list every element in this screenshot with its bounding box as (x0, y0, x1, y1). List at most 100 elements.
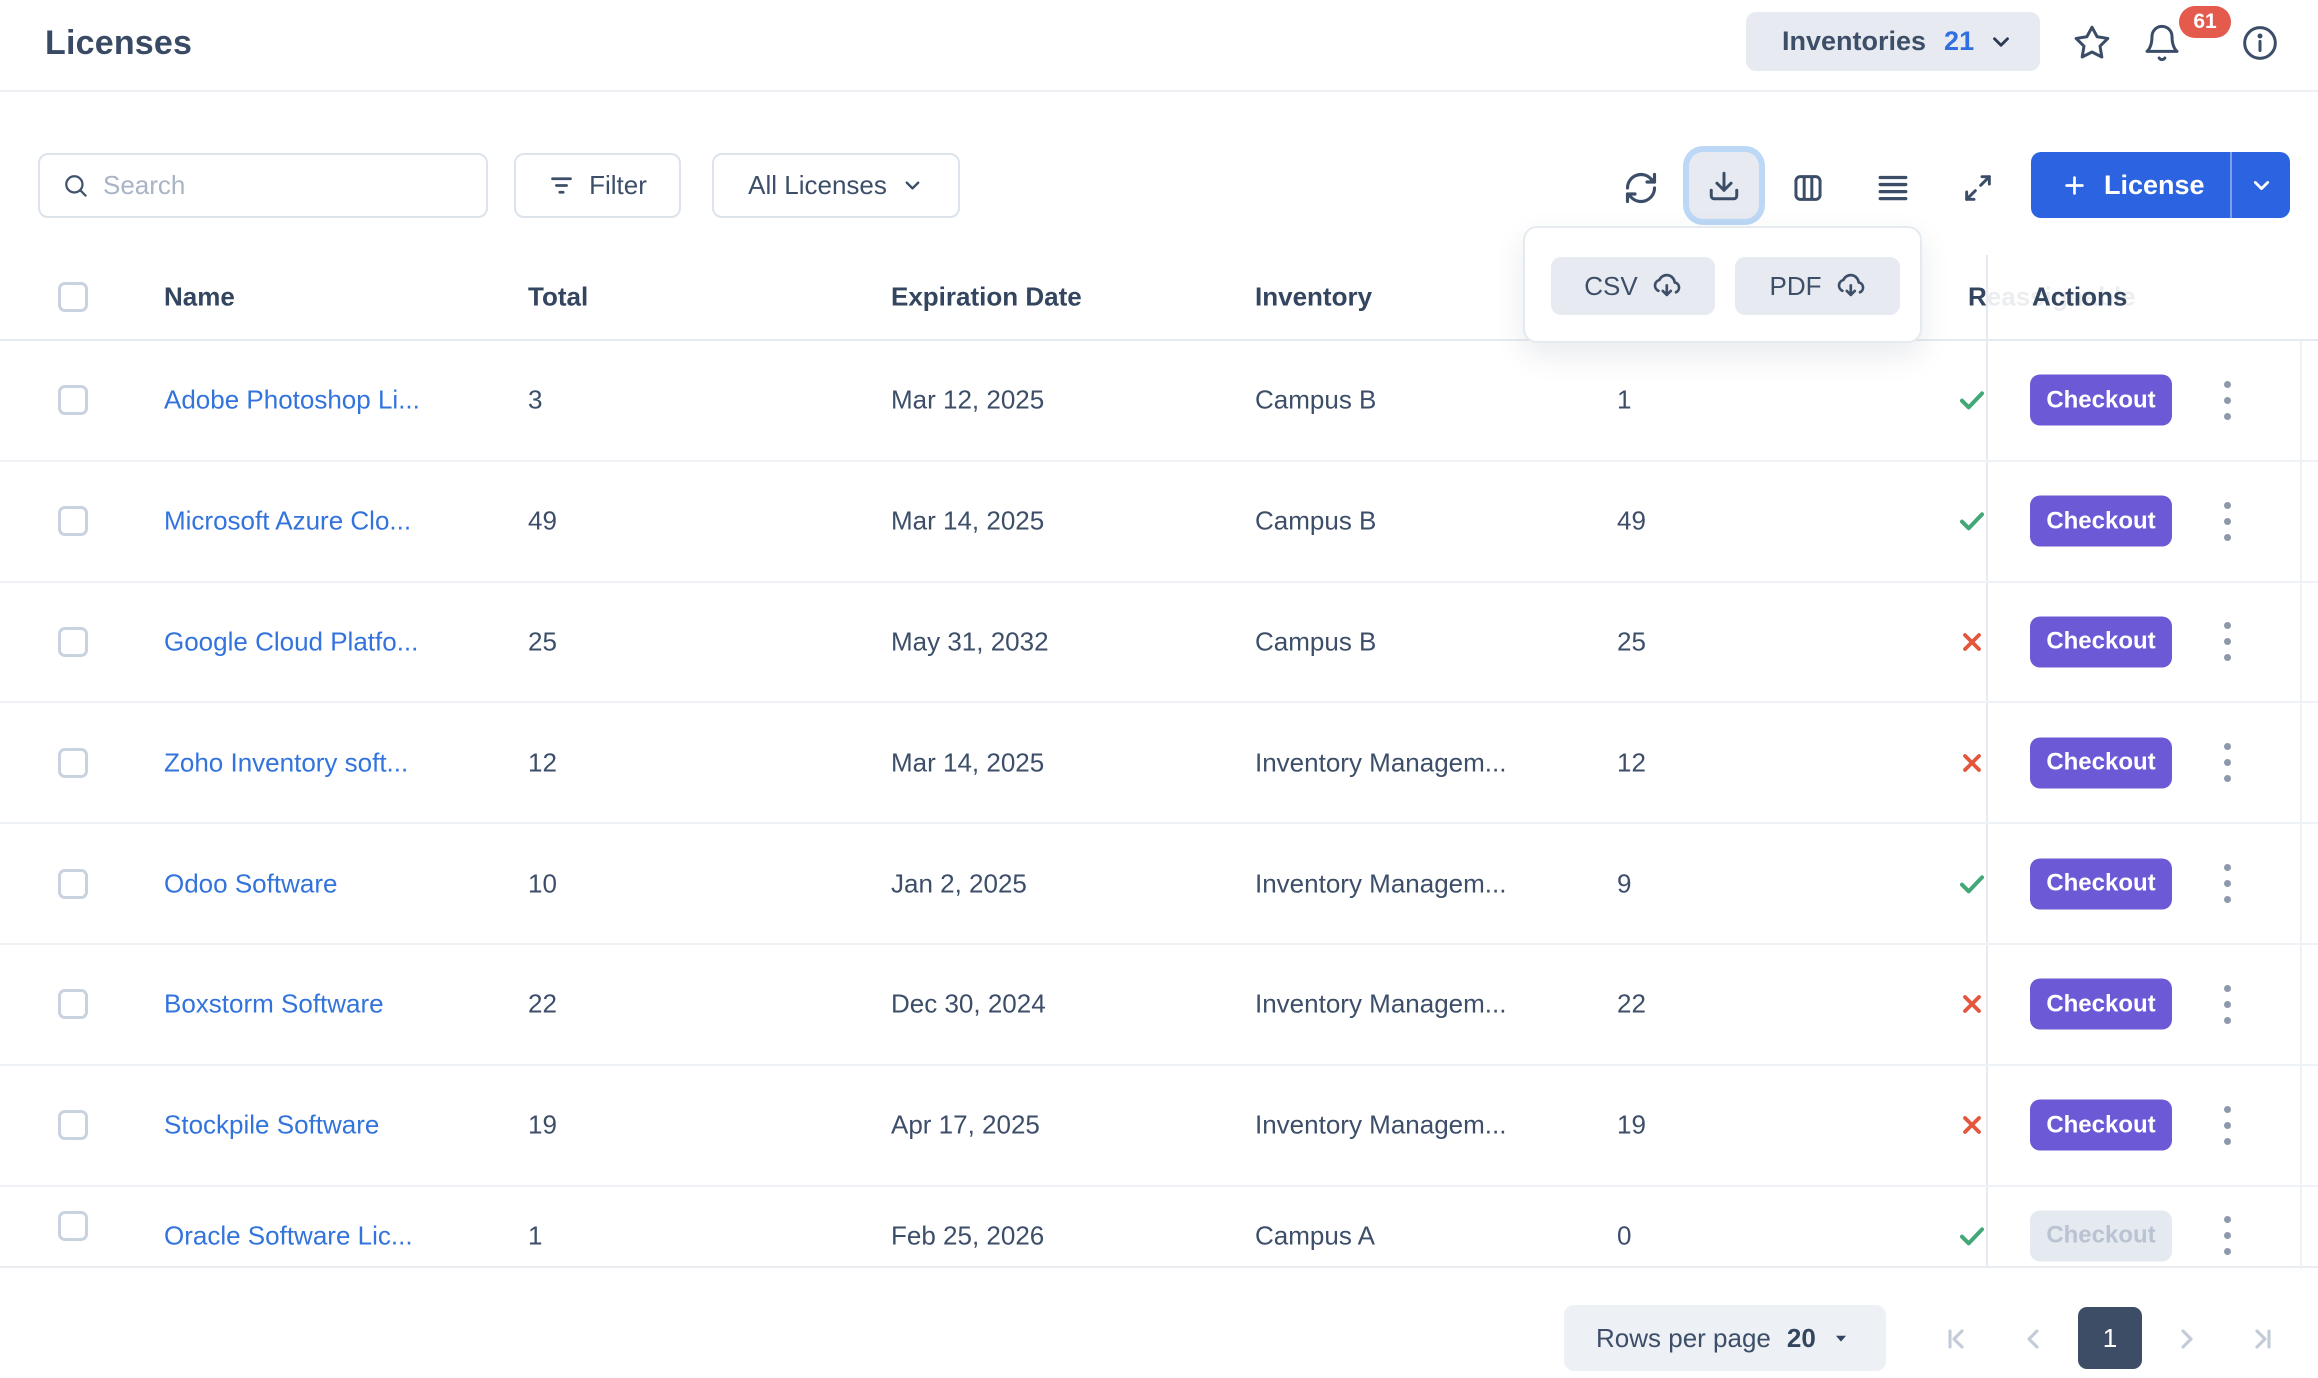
table-row: Microsoft Azure Clo... 49 Mar 14, 2025 C… (0, 461, 2318, 583)
row-checkbox[interactable] (58, 989, 88, 1020)
caret-down-icon (1835, 1335, 1846, 1342)
checkout-button[interactable]: Checkout (2030, 374, 2172, 426)
column-header-inventory: Inventory (1255, 281, 1373, 312)
row-checkbox[interactable] (58, 626, 88, 657)
row-checkbox[interactable] (58, 1211, 88, 1242)
row-checkbox[interactable] (58, 868, 88, 899)
table-body: Adobe Photoshop Li... 3 Mar 12, 2025 Cam… (0, 341, 2318, 1268)
add-license-menu-button[interactable] (2232, 173, 2290, 198)
table-row: Google Cloud Platfo... 25 May 31, 2032 C… (0, 582, 2318, 704)
table-row: Odoo Software 10 Jan 2, 2025 Inventory M… (0, 824, 2318, 945)
chevron-first-icon (1948, 1329, 1964, 1349)
chevron-down-icon (905, 181, 920, 190)
reassignable-status (1956, 505, 1988, 537)
inventory-value: Inventory Managem... (1255, 1109, 1507, 1140)
row-checkbox[interactable] (58, 506, 88, 537)
first-page-button[interactable] (1940, 1323, 1972, 1355)
columns-button[interactable] (1788, 168, 1828, 208)
info-icon[interactable] (2239, 22, 2281, 64)
kebab-menu-icon[interactable] (2210, 493, 2244, 549)
available-value: 19 (1617, 1109, 1646, 1140)
expiration-value: May 31, 2032 (891, 626, 1049, 657)
export-pdf-button[interactable]: PDF (1735, 257, 1900, 315)
checkout-button[interactable]: Checkout (2030, 978, 2172, 1030)
reassignable-status (1956, 868, 1988, 900)
inventories-count: 21 (1944, 26, 1975, 56)
license-name-link[interactable]: Odoo Software (164, 868, 338, 899)
kebab-menu-icon[interactable] (2210, 372, 2244, 428)
refresh-button[interactable] (1621, 168, 1661, 208)
total-value: 22 (528, 988, 557, 1019)
inventories-dropdown[interactable]: Inventories 21 (1746, 12, 2040, 71)
checkout-button[interactable]: Checkout (2030, 495, 2172, 547)
license-name-link[interactable]: Oracle Software Lic... (164, 1220, 413, 1251)
kebab-menu-icon[interactable] (2210, 1097, 2244, 1153)
checkout-button[interactable]: Checkout (2030, 616, 2172, 668)
add-license-button[interactable]: License (2031, 170, 2230, 201)
column-header-actions: Actions (2032, 281, 2128, 312)
rows-per-page-select[interactable]: Rows per page 20 (1564, 1305, 1886, 1371)
total-value: 49 (528, 505, 557, 536)
table-right-border (2300, 341, 2302, 1269)
expiration-value: Feb 25, 2026 (891, 1220, 1045, 1251)
search-icon (65, 175, 87, 197)
row-checkbox[interactable] (58, 747, 88, 778)
x-icon (1963, 1116, 1981, 1135)
cloud-download-icon (1653, 273, 1681, 297)
filter-button[interactable]: Filter (514, 153, 681, 218)
x-icon (1963, 753, 1981, 772)
inventories-label: Inventories (1782, 26, 1927, 56)
previous-page-button[interactable] (2017, 1323, 2049, 1355)
license-scope-select[interactable]: All Licenses (712, 153, 960, 218)
kebab-menu-icon[interactable] (2210, 735, 2244, 791)
next-page-button[interactable] (2171, 1323, 2203, 1355)
select-all-checkbox[interactable] (58, 282, 88, 312)
license-name-link[interactable]: Microsoft Azure Clo... (164, 505, 412, 536)
header-divider (0, 90, 2318, 92)
add-license-split-button: License (2031, 152, 2290, 218)
expiration-value: Mar 14, 2025 (891, 505, 1045, 536)
notification-badge: 61 (2179, 6, 2231, 38)
x-icon (1963, 633, 1981, 651)
row-checkbox[interactable] (58, 1110, 88, 1141)
table-row: Adobe Photoshop Li... 3 Mar 12, 2025 Cam… (0, 341, 2318, 462)
export-popover: CSV PDF (1523, 226, 1922, 343)
search-input[interactable] (103, 170, 468, 201)
checkout-button[interactable]: Checkout (2030, 1099, 2172, 1151)
expiration-value: Mar 14, 2025 (891, 747, 1045, 778)
license-name-link[interactable]: Boxstorm Software (164, 988, 384, 1019)
bell-icon[interactable] (2141, 22, 2183, 64)
export-button[interactable] (1689, 152, 1759, 219)
table-header: Name Total Expiration Date Inventory Rea… (0, 255, 2318, 341)
license-name-link[interactable]: Google Cloud Platfo... (164, 626, 419, 657)
kebab-menu-icon[interactable] (2210, 856, 2244, 912)
column-header-expiration: Expiration Date (891, 281, 1082, 312)
total-value: 12 (528, 747, 557, 778)
checkout-button[interactable]: Checkout (2030, 858, 2172, 910)
checkout-button[interactable]: Checkout (2030, 737, 2172, 789)
csv-label: CSV (1584, 270, 1638, 301)
row-density-button[interactable] (1873, 168, 1913, 208)
table-row: Zoho Inventory soft... 12 Mar 14, 2025 I… (0, 703, 2318, 825)
license-name-link[interactable]: Stockpile Software (164, 1109, 380, 1140)
kebab-menu-icon[interactable] (2210, 976, 2244, 1032)
star-icon[interactable] (2071, 22, 2113, 64)
reassignable-status (1956, 988, 1988, 1020)
current-page-button[interactable]: 1 (2078, 1307, 2142, 1369)
chevron-left-icon (2027, 1329, 2039, 1349)
checkout-button[interactable]: Checkout (2030, 1210, 2172, 1262)
total-value: 1 (528, 1220, 543, 1251)
license-name-link[interactable]: Adobe Photoshop Li... (164, 384, 420, 415)
last-page-button[interactable] (2247, 1323, 2279, 1355)
fullscreen-button[interactable] (1958, 168, 1998, 208)
actions-cell: Checkout (1986, 703, 2318, 823)
export-csv-button[interactable]: CSV (1551, 257, 1715, 315)
row-checkbox[interactable] (58, 385, 88, 416)
total-value: 25 (528, 626, 557, 657)
available-value: 12 (1617, 747, 1646, 778)
kebab-menu-icon[interactable] (2210, 1208, 2244, 1264)
reassignable-status (1956, 626, 1988, 658)
license-name-link[interactable]: Zoho Inventory soft... (164, 747, 409, 778)
rows-per-page-label: Rows per page (1596, 1322, 1771, 1353)
kebab-menu-icon[interactable] (2210, 614, 2244, 670)
